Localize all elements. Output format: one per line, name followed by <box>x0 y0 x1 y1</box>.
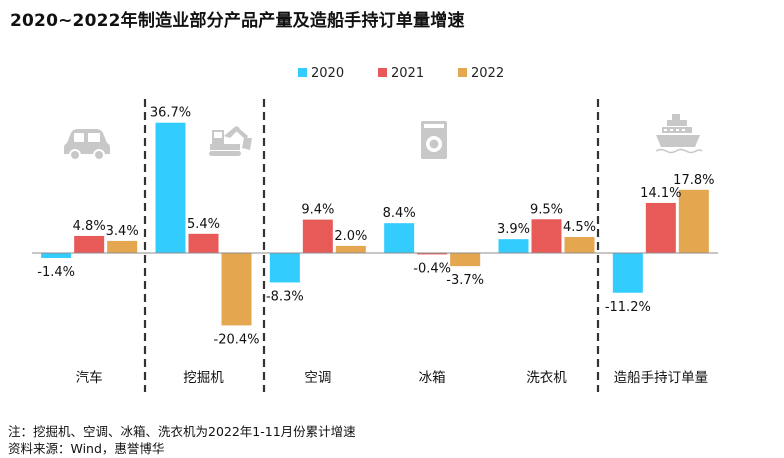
category-label-0: 汽车 <box>76 369 103 386</box>
bar-2022-4 <box>564 237 595 253</box>
category-icons <box>64 114 703 161</box>
category-label-5: 造船手持订单量 <box>614 370 709 386</box>
excavator-icon <box>209 126 252 156</box>
data-label-2022-2: 2.0% <box>334 229 367 244</box>
legend-label-2020: 2020 <box>311 66 344 81</box>
bar-2020-0 <box>41 253 72 258</box>
bar-2021-3 <box>417 253 448 255</box>
data-label-2020-4: 3.9% <box>497 222 530 237</box>
bars <box>41 122 709 326</box>
ship-icon <box>655 114 703 154</box>
bar-2021-5 <box>645 202 676 253</box>
bar-2021-2 <box>302 219 333 253</box>
bar-2020-5 <box>612 253 643 293</box>
category-labels: 汽车 挖掘机 空调 冰箱 洗衣机 造船手持订单量 <box>76 369 708 386</box>
legend-label-2022: 2022 <box>471 66 504 81</box>
bar-2022-3 <box>450 253 481 267</box>
data-label-2020-3: 8.4% <box>383 206 416 221</box>
legend-label-2021: 2021 <box>391 66 424 81</box>
bar-2020-2 <box>269 253 300 283</box>
data-label-2021-1: 5.4% <box>187 217 220 232</box>
bar-2021-4 <box>531 219 562 253</box>
data-label-2021-0: 4.8% <box>73 219 106 234</box>
footnote: 注：挖掘机、空调、冰箱、洗衣机为2022年1-11月份累计增速 <box>8 424 356 439</box>
bar-2020-4 <box>498 239 529 253</box>
data-label-2022-3: -3.7% <box>446 273 484 288</box>
bar-2021-1 <box>188 233 219 253</box>
chart-title: 2020~2022年制造业部分产品产量及造船手持订单量增速 <box>10 11 465 31</box>
bar-2022-1 <box>221 253 252 326</box>
data-label-2020-2: -8.3% <box>266 289 304 304</box>
data-label-2021-2: 9.4% <box>301 203 334 218</box>
data-label-2021-5: 14.1% <box>640 186 681 201</box>
data-label-2021-4: 9.5% <box>530 202 563 217</box>
bar-2020-3 <box>384 223 415 253</box>
data-labels: -1.4% 4.8% 3.4% 36.7% 5.4% -20.4% -8.3% 9.4%2.0… <box>37 106 714 348</box>
data-label-2021-3: -0.4% <box>413 261 451 276</box>
data-label-2022-5: 17.8% <box>673 173 714 188</box>
car-icon <box>64 129 110 161</box>
bar-2020-1 <box>155 122 186 253</box>
data-label-2020-5: -11.2% <box>605 300 651 315</box>
source-note: 资料来源：Wind，惠誉博华 <box>8 441 165 456</box>
legend-swatch-2020 <box>298 68 307 77</box>
category-label-1: 挖掘机 <box>183 370 224 386</box>
bar-2022-0 <box>107 240 138 253</box>
washing-machine-icon <box>421 121 447 159</box>
data-label-2022-4: 4.5% <box>563 220 596 235</box>
legend-swatch-2021 <box>378 68 387 77</box>
data-label-2022-1: -20.4% <box>214 332 260 347</box>
category-label-2: 空调 <box>304 370 331 386</box>
data-label-2022-0: 3.4% <box>106 224 139 239</box>
group-separators <box>143 99 600 392</box>
data-label-2020-1: 36.7% <box>150 106 191 121</box>
data-label-2020-0: -1.4% <box>37 265 75 280</box>
bar-chart: 2020 2021 2022 <box>32 66 718 392</box>
legend-swatch-2022 <box>458 68 467 77</box>
bar-2022-5 <box>678 189 709 253</box>
category-label-3: 冰箱 <box>419 370 446 386</box>
category-label-4: 洗衣机 <box>526 370 567 386</box>
bar-2022-2 <box>335 245 366 253</box>
bar-2021-0 <box>74 235 105 253</box>
legend: 2020 2021 2022 <box>298 66 504 81</box>
